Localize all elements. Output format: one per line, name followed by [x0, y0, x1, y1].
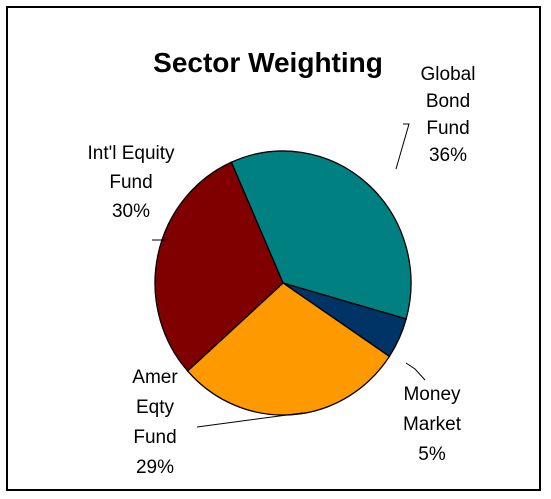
leader-line-money-market [405, 362, 426, 381]
data-label-global-bond-fund: Global Bond Fund 36% [421, 64, 476, 166]
pie-slice-global-bond-fund [230, 150, 412, 320]
data-label-money-market: Money Market 5% [403, 384, 462, 465]
leader-line-global-bond-fund [395, 123, 410, 170]
chart-title: Sector Weighting [153, 47, 383, 78]
leader-line-amer-eqty-fund [196, 412, 303, 428]
data-label-int-l-equity-fund: Int'l Equity Fund 30% [87, 143, 175, 222]
data-label-amer-eqty-fund: Amer Eqty Fund 29% [132, 367, 178, 478]
pie-slice-int-l-equity-fund [154, 161, 284, 372]
